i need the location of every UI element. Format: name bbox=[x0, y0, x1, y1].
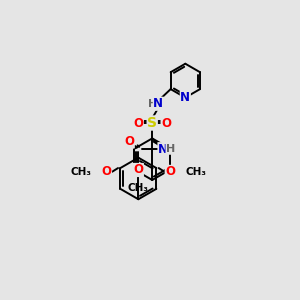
Text: N: N bbox=[153, 97, 164, 110]
Text: O: O bbox=[124, 135, 134, 148]
Text: N: N bbox=[158, 143, 168, 156]
Text: CH₃: CH₃ bbox=[70, 167, 91, 177]
Text: N: N bbox=[180, 91, 190, 104]
Text: O: O bbox=[134, 164, 143, 176]
Text: S: S bbox=[147, 116, 157, 130]
Text: O: O bbox=[165, 165, 175, 178]
Text: H: H bbox=[148, 99, 157, 109]
Text: H: H bbox=[166, 144, 175, 154]
Text: CH₃: CH₃ bbox=[128, 183, 149, 193]
Text: CH₃: CH₃ bbox=[186, 167, 207, 177]
Text: O: O bbox=[134, 116, 143, 130]
Text: O: O bbox=[101, 165, 112, 178]
Text: O: O bbox=[161, 116, 171, 130]
